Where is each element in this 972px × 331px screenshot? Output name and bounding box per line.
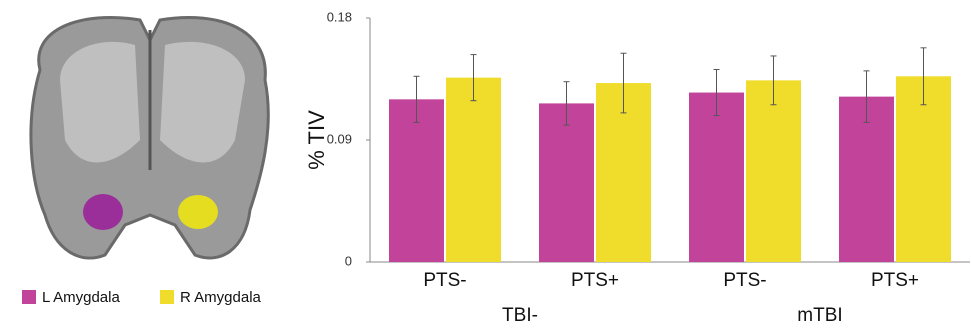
x-tick-label: PTS- bbox=[723, 270, 766, 291]
bar bbox=[746, 80, 801, 262]
group-label: mTBI bbox=[797, 305, 842, 326]
brain-image bbox=[31, 17, 268, 258]
bar bbox=[689, 93, 744, 262]
legend-label: R Amygdala bbox=[180, 289, 262, 306]
figure: 0 0.09 0.18 % TIV PTS- PTS+ PTS- PTS+ TBI-mTBI L … bbox=[0, 0, 972, 331]
group-label: TBI- bbox=[502, 305, 538, 326]
x-tick-label: PTS+ bbox=[871, 270, 919, 291]
y-tick-label: 0.18 bbox=[327, 9, 352, 24]
legend-swatch bbox=[22, 290, 36, 304]
y-tick-label: 0.09 bbox=[327, 131, 352, 146]
x-tick-label: PTS- bbox=[423, 270, 466, 291]
legend-swatch bbox=[160, 290, 174, 304]
y-axis-label: % TIV bbox=[304, 110, 329, 170]
x-tick-label: PTS+ bbox=[571, 270, 619, 291]
bar bbox=[539, 103, 594, 262]
bar bbox=[389, 99, 444, 262]
legend-label: L Amygdala bbox=[42, 289, 120, 306]
y-tick-label: 0 bbox=[345, 253, 352, 268]
bar bbox=[446, 78, 501, 262]
